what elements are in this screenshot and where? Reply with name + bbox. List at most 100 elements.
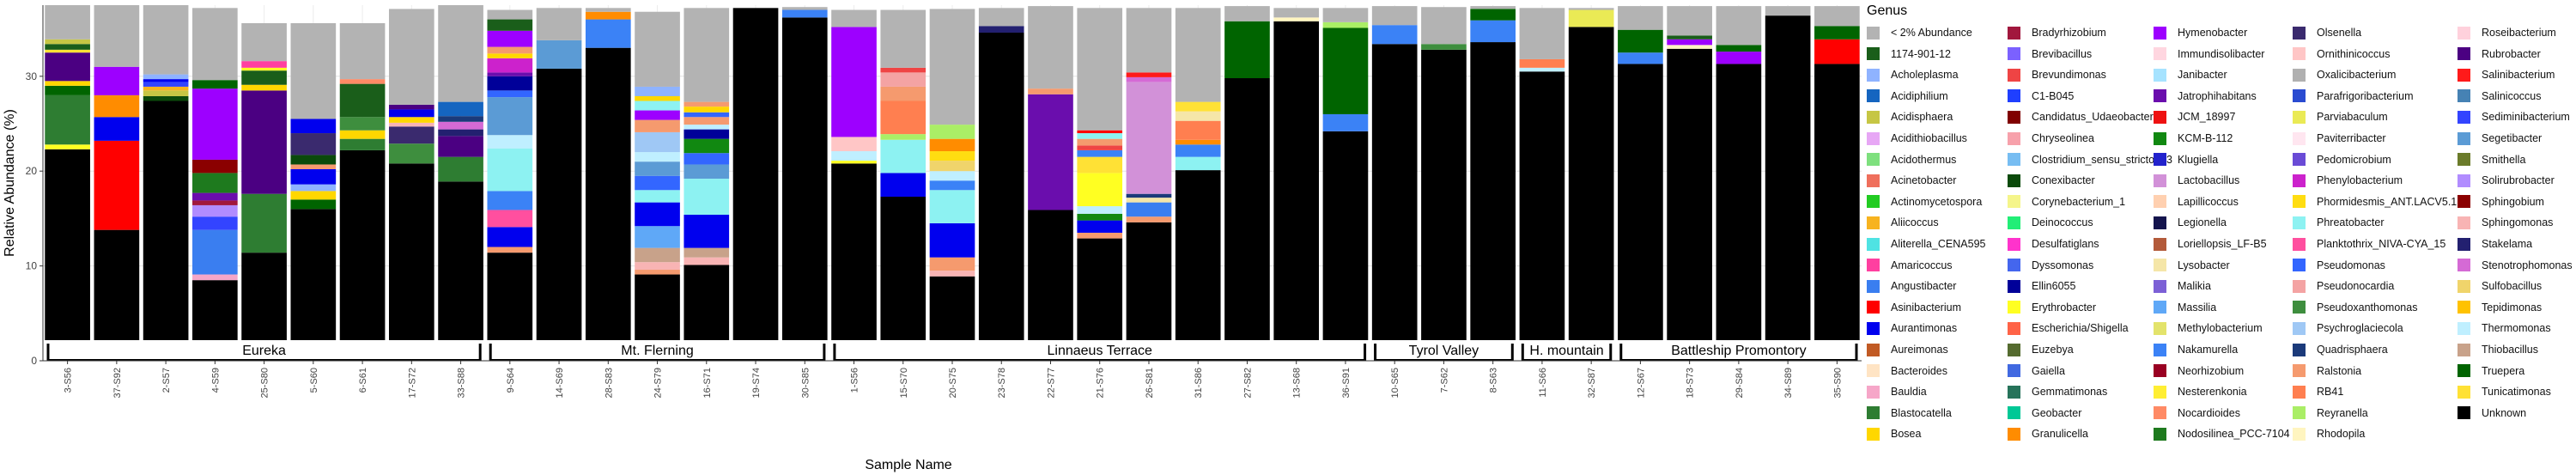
legend-item: < 2% Abundance [1867,26,1972,40]
legend-label: Brevundimonas [2032,69,2106,82]
bar-stack [929,9,975,361]
legend-label: Smithella [2482,153,2526,166]
legend-item: Acidothermus [1867,153,1956,167]
legend-label: Gemmatimonas [2032,386,2108,399]
bar-segment [929,190,975,223]
bar-segment [1175,120,1221,140]
legend-label: Erythrobacter [2032,301,2097,314]
x-tick-label: 36-S91 [1341,368,1352,398]
bar-segment [1077,213,1123,221]
x-tick-label: 16-S71 [702,368,713,398]
legend-label: Asinibacterium [1891,301,1961,314]
bar-segment [1814,26,1860,40]
x-tick-label: 33-S88 [457,368,467,398]
legend-label: Pseudomonas [2317,259,2385,271]
legend-label: Candidatus_Udaeobacter [2032,111,2154,124]
legend-item: Chryseolinea [2008,131,2094,145]
bar-segment [438,181,483,361]
legend-item: Brevibacillus [2008,47,2092,61]
legend-label: Nesterenkonia [2178,386,2247,399]
legend-swatch [2154,110,2166,124]
bar-stack [1470,6,1516,362]
bar-segment [635,100,680,111]
group-label: Battleship Promontory [1671,344,1806,358]
legend-item: Immundisolibacter [2154,47,2264,61]
bar-segment [635,190,680,203]
legend-item: Granulicella [2008,427,2088,441]
bar-segment [143,95,189,101]
x-tick-label: 32-S87 [1587,368,1597,398]
bar-segment [290,133,337,155]
legend-item: Paviterribacter [2293,131,2386,145]
bar-segment [241,193,287,253]
legend-item: Tepidimonas [2458,301,2542,314]
legend-item: Dyssomonas [2008,259,2093,272]
legend-swatch [2458,279,2470,293]
legend-label: Tepidimonas [2482,301,2543,314]
bar-segment [1470,20,1516,43]
bar-segment [388,9,434,105]
bar-segment [1716,64,1762,361]
legend-label: Unknown [2482,406,2527,419]
legend: Genus < 2% Abundance 1174-901-12 Acholepla… [1865,0,2576,475]
legend-label: Amaricoccus [1891,259,1953,271]
legend-swatch [2293,195,2306,209]
legend-item: Bacteroides [1867,364,1947,378]
legend-label: Malikia [2178,280,2211,293]
legend-swatch [2293,385,2306,399]
bar-segment [1667,39,1712,46]
legend-swatch [2154,259,2166,272]
legend-swatch [2154,406,2166,420]
bar-stack [635,11,680,361]
legend-item: Lactobacillus [2154,174,2239,187]
x-tick-label: 27-S82 [1242,368,1253,398]
legend-swatch [2458,47,2470,61]
bar-segment [1519,67,1565,72]
legend-swatch [2154,195,2166,209]
bar-segment [732,8,779,362]
bar-segment [929,271,975,277]
legend-item: Unknown [2458,406,2526,420]
x-tick-label: 12-S67 [1636,368,1646,398]
legend-label: Jatrophihabitans [2178,89,2257,102]
bar-segment [487,30,533,47]
legend-swatch [1867,259,1880,272]
bar-segment [45,5,90,40]
legend-swatch [1867,68,1880,82]
legend-swatch [2458,237,2470,251]
legend-label: Rubrobacter [2482,47,2541,60]
legend-swatch [1867,301,1880,314]
group-label: Mt. Flerning [621,344,693,358]
legend-item: Jatrophihabitans [2154,89,2257,103]
bar-stack [831,9,877,361]
bar-stack [1273,8,1320,362]
legend-label: Brevibacillus [2032,47,2093,60]
bar-segment [438,121,483,130]
legend-label: Thermomonas [2482,322,2551,335]
legend-item: Sphingomonas [2458,216,2553,229]
bar-stack [438,5,483,361]
legend-item: Pseudomonas [2293,259,2385,272]
legend-item: Psychroglaciecola [2293,321,2403,335]
bar-segment [1126,222,1172,361]
legend-label: Roseibacterium [2482,27,2556,39]
legend-swatch [1867,174,1880,187]
x-tick-label: 19-S74 [751,368,762,398]
legend-item: Thermomonas [2458,321,2551,335]
x-tick-label: 37-S92 [112,368,123,398]
bar-segment [1519,71,1565,361]
legend-label: Sediminibacterium [2482,111,2570,124]
legend-item: Corynebacterium_1 [2008,195,2125,209]
legend-item: Pseudoxanthomonas [2293,301,2417,314]
x-tick-label: 31-S86 [1194,368,1204,398]
legend-swatch [2008,131,2020,145]
bar-segment [290,209,337,361]
bar-segment [880,134,927,140]
legend-label: Nakamurella [2178,344,2239,356]
legend-item: Amaricoccus [1867,259,1953,272]
bar-segment [1028,88,1073,94]
legend-item: Brevundimonas [2008,68,2106,82]
bar-segment [45,81,90,86]
bar-segment [635,247,680,263]
legend-label: Phreatobacter [2317,216,2385,229]
